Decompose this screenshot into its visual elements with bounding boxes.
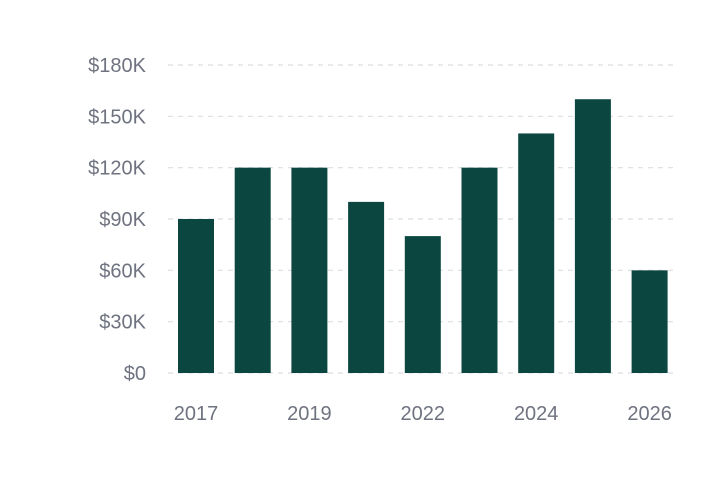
bar-2023: [461, 167, 498, 373]
bar-2020: [348, 201, 385, 373]
bar-2022: [404, 236, 441, 373]
y-tick-label: $30K: [99, 312, 146, 334]
y-tick-label: $150K: [88, 106, 146, 128]
bar-2018: [234, 167, 271, 373]
x-axis: 2017 2019 2022 2024 2026: [174, 403, 672, 425]
y-axis: $0 $30K $60K $90K $120K $150K $180K: [88, 55, 146, 385]
bars: [178, 99, 668, 373]
x-tick-label: 2022: [401, 403, 446, 425]
y-tick-label: $90K: [99, 209, 146, 231]
bar-2024: [518, 133, 555, 373]
y-tick-label: $0: [124, 363, 146, 385]
x-tick-label: 2017: [174, 403, 219, 425]
y-tick-label: $120K: [88, 158, 146, 180]
bar-2026: [631, 270, 668, 373]
x-tick-label: 2019: [287, 403, 332, 425]
y-tick-label: $60K: [99, 260, 146, 282]
x-tick-label: 2026: [627, 403, 672, 425]
y-tick-label: $180K: [88, 55, 146, 77]
bar-2025: [574, 99, 611, 373]
x-tick-label: 2024: [514, 403, 559, 425]
bar-2019: [291, 167, 328, 373]
bar-2017: [178, 219, 214, 373]
